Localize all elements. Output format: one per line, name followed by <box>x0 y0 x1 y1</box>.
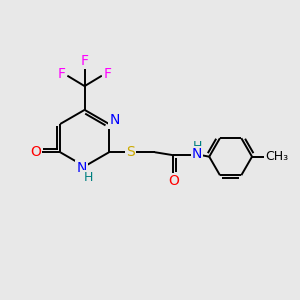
Text: H: H <box>83 171 93 184</box>
Text: N: N <box>192 147 202 161</box>
Text: CH₃: CH₃ <box>265 150 288 163</box>
Text: O: O <box>30 145 40 159</box>
Text: F: F <box>103 67 111 81</box>
Text: S: S <box>126 145 135 159</box>
Text: H: H <box>192 140 202 153</box>
Text: F: F <box>81 54 88 68</box>
Text: N: N <box>109 113 120 128</box>
Text: F: F <box>58 67 66 81</box>
Text: O: O <box>168 174 179 188</box>
Text: N: N <box>76 161 87 175</box>
